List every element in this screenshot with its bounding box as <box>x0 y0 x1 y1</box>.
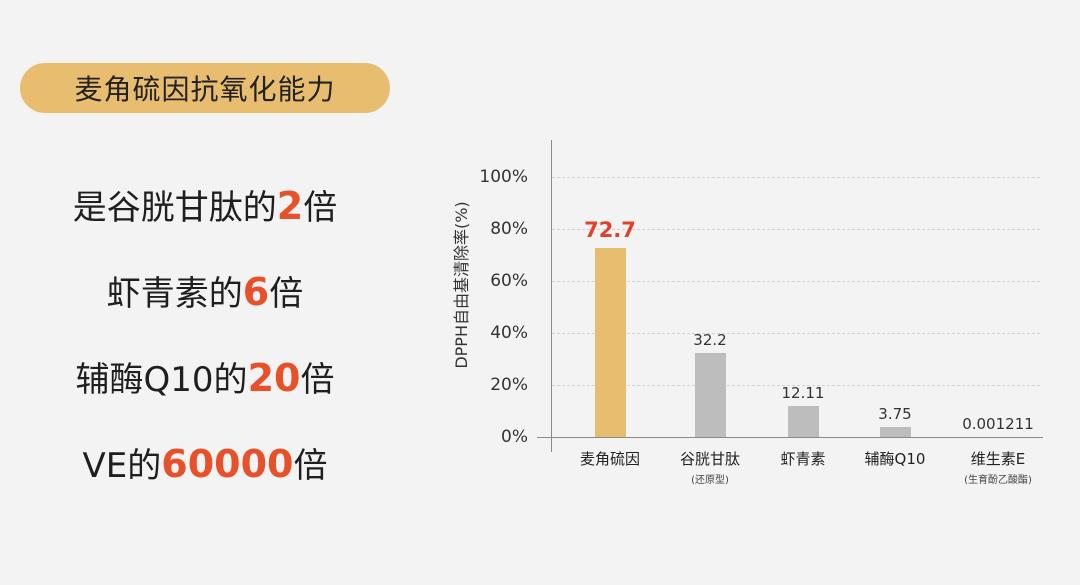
bar-value-label: 32.2 <box>693 331 727 350</box>
y-tick-80: 80% <box>490 219 528 239</box>
bar-1 <box>694 353 726 437</box>
gridline <box>552 385 1040 386</box>
x-category-label: 虾青素 <box>738 448 868 469</box>
claim-vitamin-e: VE的60000倍 <box>30 438 380 487</box>
title-text: 麦角硫因抗氧化能力 <box>74 73 336 106</box>
claim-prefix: 虾青素的 <box>106 274 243 314</box>
y-tick-20: 20% <box>490 375 528 395</box>
y-axis-label: DPPH自由基清除率(%) <box>452 201 471 369</box>
claim-suffix: 倍 <box>269 274 304 314</box>
bar-value-label: 0.001211 <box>962 414 1034 433</box>
category-sublabel: (还原型) <box>691 475 729 486</box>
claim-suffix: 倍 <box>300 360 335 400</box>
y-axis <box>551 140 552 452</box>
x-category-label: 维生素E (生育酚乙酸酯) <box>933 448 1063 486</box>
x-category-label: 麦角硫因 <box>545 448 675 469</box>
claim-multiplier: 6 <box>242 270 270 314</box>
y-tick-60: 60% <box>490 271 528 291</box>
claim-prefix: 是谷胱甘肽的 <box>72 188 277 228</box>
claim-prefix: 辅酶Q10的 <box>75 360 248 400</box>
gridline <box>552 333 1040 334</box>
x-category-label: 辅酶Q10 <box>830 448 960 469</box>
category-name: 麦角硫因 <box>579 450 640 468</box>
category-sublabel: (生育酚乙酸酯) <box>964 475 1032 486</box>
y-tick-0: 0% <box>501 427 528 447</box>
claim-multiplier: 60000 <box>161 442 294 486</box>
claim-suffix: 倍 <box>303 188 338 228</box>
title-pill: 麦角硫因抗氧化能力 <box>20 63 390 113</box>
category-name: 辅酶Q10 <box>864 450 926 468</box>
gridline <box>552 229 1040 230</box>
gridline <box>552 281 1040 282</box>
claim-glutathione: 是谷胱甘肽的2倍 <box>30 180 380 229</box>
claim-suffix: 倍 <box>293 446 328 486</box>
y-tick-40: 40% <box>490 323 528 343</box>
claim-coq10: 辅酶Q10的20倍 <box>30 352 380 401</box>
claim-astaxanthin: 虾青素的6倍 <box>30 266 380 315</box>
bar-value-label: 12.11 <box>781 383 825 402</box>
category-name: 谷胱甘肽 <box>679 450 740 468</box>
bar-value-label: 3.75 <box>878 405 912 424</box>
bar-0 <box>594 247 626 437</box>
x-axis <box>537 437 1043 438</box>
claim-multiplier: 20 <box>247 356 301 400</box>
category-name: 虾青素 <box>780 450 826 468</box>
bar-3 <box>879 427 911 437</box>
x-category-label: 谷胱甘肽 (还原型) <box>645 448 775 486</box>
bar-2 <box>787 405 819 437</box>
claim-prefix: VE的 <box>82 446 162 486</box>
bar-value-label: 72.7 <box>584 217 636 242</box>
gridline <box>552 177 1040 178</box>
category-name: 维生素E <box>970 450 1026 468</box>
y-tick-100: 100% <box>479 167 528 187</box>
claim-multiplier: 2 <box>276 184 304 228</box>
